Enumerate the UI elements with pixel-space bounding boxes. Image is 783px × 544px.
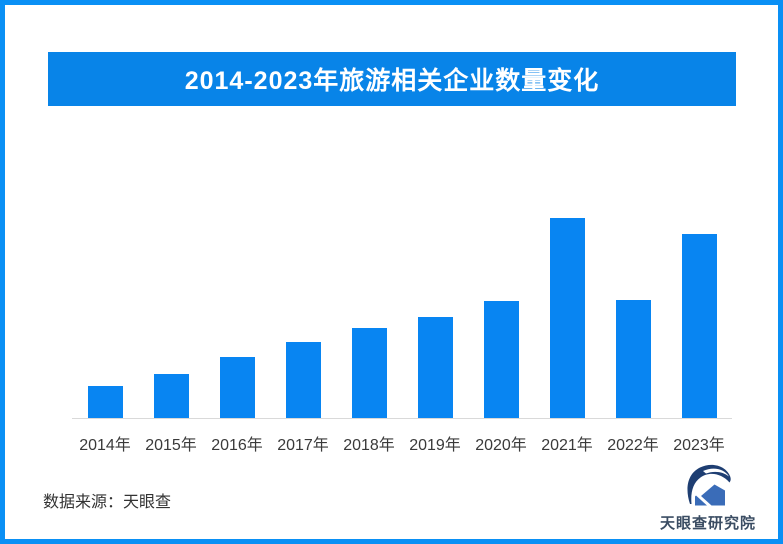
bar-chart: [72, 218, 732, 418]
x-axis-label: 2022年: [607, 437, 659, 454]
bar-column: [336, 218, 402, 418]
bar-2022年: [615, 300, 651, 418]
logo-text: 天眼查研究院: [659, 515, 756, 532]
x-axis-label: 2019年: [409, 437, 461, 454]
x-axis-label: 2015年: [145, 437, 197, 454]
bar-2014年: [87, 386, 123, 418]
bar-column: [204, 218, 270, 418]
x-axis-labels: 2014年 2015年 2016年 2017年 2018年 2019年 2020年 2021年…: [72, 431, 732, 455]
bar-column: [72, 218, 138, 418]
bar-2021年: [549, 218, 585, 418]
x-axis-line: [72, 418, 732, 419]
bar-2020年: [483, 301, 519, 418]
title-banner: 2014-2023年旅游相关企业数量变化: [48, 52, 736, 106]
bar-column: [534, 218, 600, 418]
source-caption: 数据来源：天眼查: [43, 494, 172, 511]
x-axis-label: 2016年: [211, 437, 263, 454]
bar-column: [402, 218, 468, 418]
x-axis-label: 2023年: [673, 437, 725, 454]
bar-2018年: [351, 328, 387, 418]
bar-column: [138, 218, 204, 418]
x-axis-label: 2014年: [79, 437, 131, 454]
bar-2015年: [153, 374, 189, 418]
bar-column: [270, 218, 336, 418]
bar-column: [468, 218, 534, 418]
tianyancha-logo: 天眼查研究院: [653, 463, 763, 533]
x-axis-label: 2021年: [541, 437, 593, 454]
x-axis-label: 2018年: [343, 437, 395, 454]
tianyancha-eye-house-icon: [687, 464, 731, 506]
x-axis-label: 2020年: [475, 437, 527, 454]
chart-title: 2014-2023年旅游相关企业数量变化: [184, 67, 600, 95]
bar-2023年: [681, 234, 717, 418]
bar-column: [666, 218, 732, 418]
bar-2017年: [285, 342, 321, 418]
bar-column: [600, 218, 666, 418]
bar-2019年: [417, 317, 453, 418]
bar-2016年: [219, 357, 255, 418]
x-axis-label: 2017年: [277, 437, 329, 454]
